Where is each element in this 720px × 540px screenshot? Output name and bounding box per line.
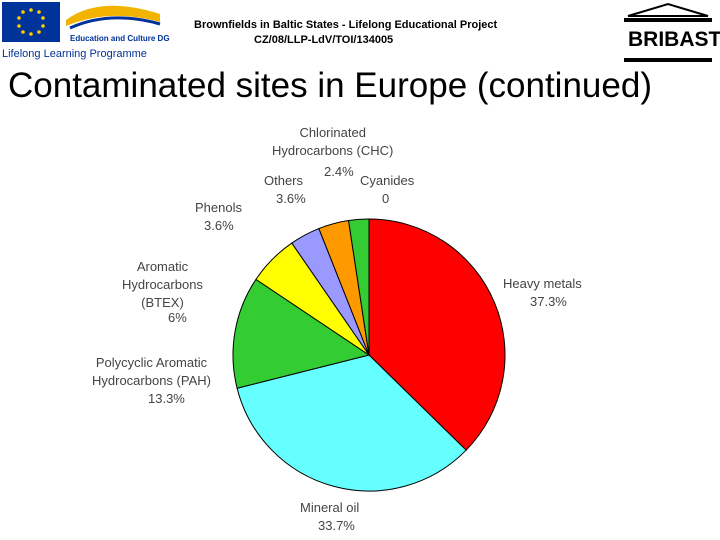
slice-label: Polycyclic Aromatic Hydrocarbons (PAH) — [92, 355, 211, 388]
value-label: 13.3% — [148, 391, 185, 406]
eu-flag — [2, 2, 60, 42]
logo-text: Lifelong Learning Programme — [2, 48, 147, 60]
pie-slice — [232, 278, 371, 389]
slice-label: Aromatic Hydrocarbons (BTEX) — [122, 259, 203, 310]
bribast-roof — [627, 2, 709, 17]
logo-text: Education and Culture DG — [70, 34, 170, 43]
slide-title: Contaminated sites in Europe (continued) — [8, 66, 652, 105]
bribast-bar — [624, 18, 712, 22]
value-label: 2.4% — [324, 164, 354, 179]
pie — [232, 218, 506, 492]
slice-label: Heavy metals — [503, 276, 582, 291]
slice-label: Mineral oil — [300, 500, 360, 515]
header-line: Brownfields in Baltic States - Lifelong … — [194, 19, 498, 31]
value-label: 6% — [168, 310, 187, 325]
slice-label: Cyanides — [360, 173, 415, 188]
header-line: CZ/08/LLP-LdV/TOI/134005 — [254, 34, 394, 46]
value-label: 3.6% — [204, 218, 234, 233]
value-label: 3.6% — [276, 191, 306, 206]
slice-label: Others — [264, 173, 304, 188]
value-label: 0 — [382, 191, 390, 206]
eu-stars — [17, 8, 45, 36]
value-label: 37.3% — [530, 294, 567, 309]
pie-slice — [368, 218, 506, 451]
value-label: 33.7% — [318, 518, 355, 533]
logo-swoosh — [69, 16, 161, 30]
pie-slice — [236, 354, 467, 492]
slice-label: Chlorinated Hydrocarbons (CHC) — [272, 125, 394, 158]
slice-label: Phenols — [195, 200, 242, 215]
logo-text: BRIBAST — [628, 28, 720, 51]
logo-swoosh — [66, 5, 160, 26]
bribast-bar — [624, 58, 712, 62]
